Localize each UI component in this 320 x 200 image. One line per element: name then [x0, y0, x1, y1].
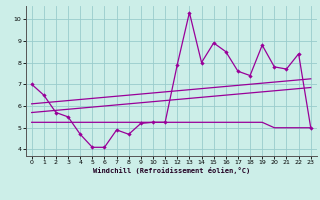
X-axis label: Windchill (Refroidissement éolien,°C): Windchill (Refroidissement éolien,°C) — [92, 167, 250, 174]
